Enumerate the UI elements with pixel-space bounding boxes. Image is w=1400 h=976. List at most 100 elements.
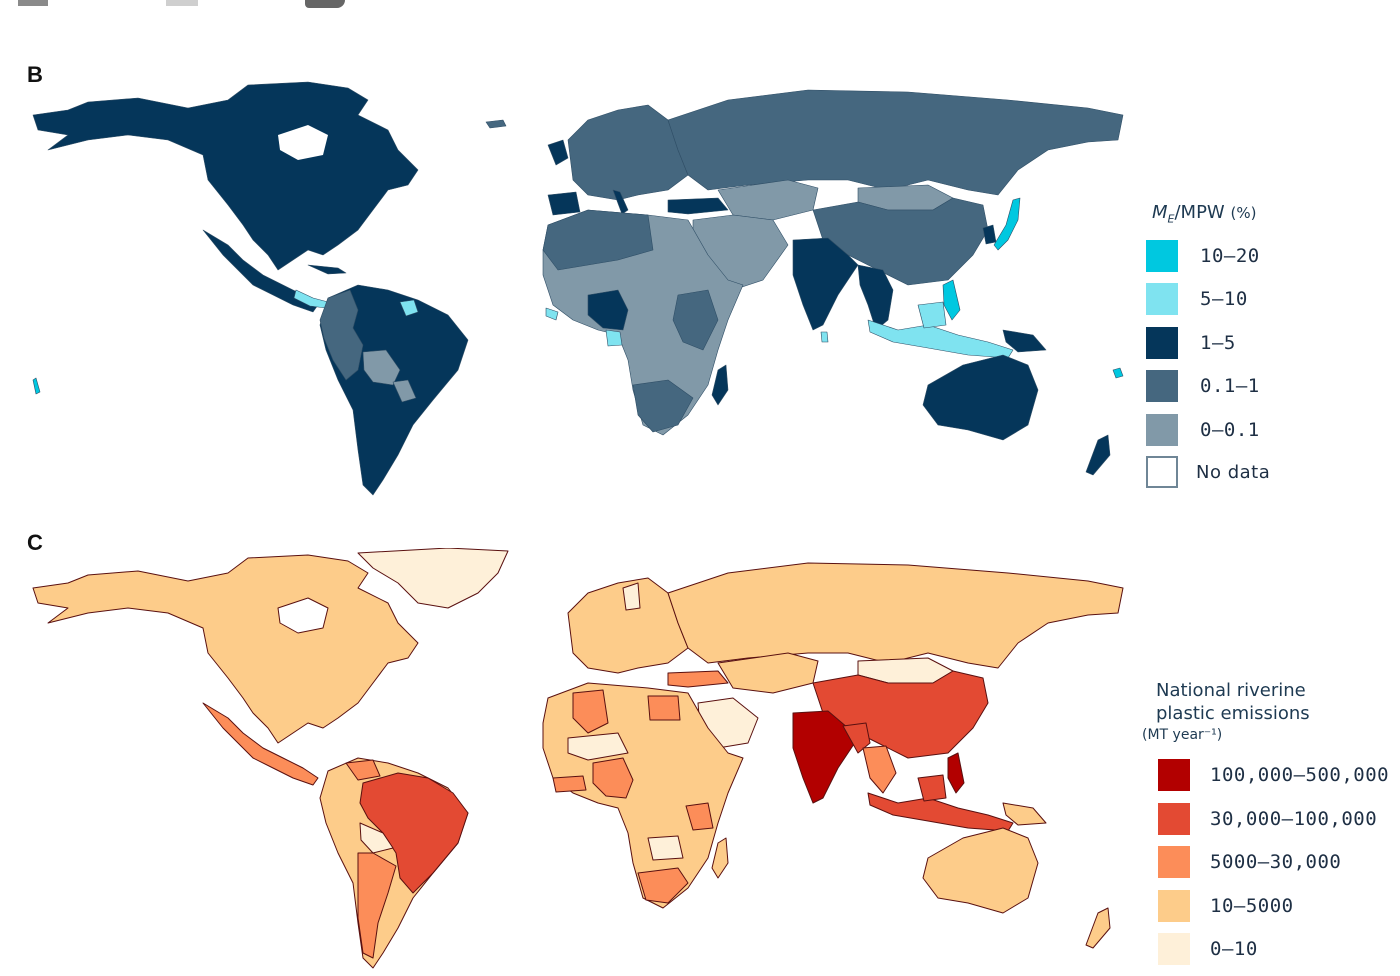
legend-swatch <box>1146 240 1178 272</box>
legend-item-10-20: 10–20 <box>1146 240 1260 272</box>
panel-b-world-map <box>32 81 1124 496</box>
india <box>792 237 859 331</box>
philippines <box>942 279 961 321</box>
legend-item-label: 30,000–100,000 <box>1210 808 1378 830</box>
myanmar-bangladesh <box>842 722 871 754</box>
china <box>812 197 989 286</box>
turkey <box>667 670 729 688</box>
legend-item-5-10: 5–10 <box>1146 283 1248 315</box>
panel-c-legend-title-line1: National riverine <box>1156 680 1306 701</box>
south-africa <box>637 867 689 904</box>
madagascar <box>711 364 729 406</box>
colombia-peru <box>319 289 364 381</box>
venezuela <box>345 759 381 781</box>
liberia <box>545 307 559 321</box>
argentina <box>357 852 397 959</box>
mexico-central-america <box>202 229 319 313</box>
legend-item-label: 5000–30,000 <box>1210 851 1342 873</box>
southern-light <box>647 835 684 861</box>
legend-swatch <box>1158 846 1190 878</box>
sahel-light <box>567 732 629 761</box>
legend-swatch <box>1146 370 1178 402</box>
legend-item-label: 100,000–500,000 <box>1210 764 1390 786</box>
previous-panel-map-fragment <box>305 0 345 8</box>
nigeria <box>587 289 629 331</box>
legend-item-label: 5–10 <box>1200 288 1248 310</box>
legend-item-0.1-1: 0.1–1 <box>1146 370 1260 402</box>
greenland <box>357 548 509 609</box>
panel-c-legend-title-line2: plastic emissions <box>1156 703 1310 724</box>
algeria <box>572 689 609 734</box>
legend-item-100000-500000: 100,000–500,000 <box>1158 759 1389 791</box>
legend-item-label: 1–5 <box>1200 332 1236 354</box>
legend-swatch <box>1146 327 1178 359</box>
legend-swatch <box>1158 803 1190 835</box>
legend-swatch <box>1158 933 1190 965</box>
previous-panel-swatch-1 <box>18 0 48 6</box>
brazil <box>359 772 469 894</box>
legend-item-0-10: 0–10 <box>1158 933 1258 965</box>
north-america <box>32 81 419 271</box>
india <box>792 710 859 804</box>
legend-item-label: 0.1–1 <box>1200 375 1260 397</box>
papua-new-guinea <box>1002 802 1047 826</box>
legend-title-rest: /MPW <box>1174 202 1225 223</box>
suriname <box>399 299 419 317</box>
legend-swatch <box>1146 414 1178 446</box>
new-zealand <box>1085 434 1111 476</box>
uk <box>547 139 569 166</box>
legend-swatch <box>1158 759 1190 791</box>
legend-item-label: No data <box>1196 461 1271 483</box>
legend-item-label: 10–20 <box>1200 245 1260 267</box>
philippines <box>947 752 965 794</box>
north-america <box>32 554 419 744</box>
legend-swatch <box>1158 890 1190 922</box>
legend-title-unit: (%) <box>1230 204 1257 222</box>
paraguay <box>392 379 417 403</box>
borneo <box>917 301 947 329</box>
australia <box>922 827 1039 914</box>
legend-item-10-5000: 10–5000 <box>1158 890 1294 922</box>
west-africa-coast <box>552 775 587 793</box>
panel-c-label: C <box>27 530 43 555</box>
sri-lanka <box>820 331 829 343</box>
turkey <box>667 197 729 215</box>
panel-c-legend-unit: (MT year⁻¹) <box>1142 727 1223 743</box>
legend-item-1-5: 1–5 <box>1146 327 1236 359</box>
legend-item-label: 0–10 <box>1210 938 1258 960</box>
legend-item-no-data: No data <box>1146 456 1270 488</box>
southern-africa <box>632 379 694 433</box>
previous-panel-swatch-2 <box>166 0 198 6</box>
panel-b-legend: ME/MPW (%) 10–20 5–10 1–5 0.1–1 0–0.1 No… <box>1146 200 1396 500</box>
legend-item-30000-100000: 30,000–100,000 <box>1158 803 1377 835</box>
bolivia <box>362 349 401 386</box>
legend-item-5000-30000: 5000–30,000 <box>1158 846 1341 878</box>
panel-c-world-map <box>32 548 1124 969</box>
indonesia <box>867 319 1014 359</box>
tanzania <box>685 802 714 831</box>
gabon-congo <box>605 329 623 347</box>
italy <box>612 189 629 215</box>
borneo <box>917 774 947 802</box>
thailand-vietnam <box>862 745 897 794</box>
panel-b-label: B <box>27 62 43 87</box>
papua-new-guinea <box>1002 329 1047 353</box>
legend-swatch <box>1146 456 1178 488</box>
mexico <box>202 702 319 786</box>
egypt <box>647 695 681 721</box>
panel-b-legend-title: ME/MPW (%) <box>1152 202 1256 226</box>
legend-swatch <box>1146 283 1178 315</box>
east-africa <box>672 289 719 351</box>
russia <box>667 562 1124 669</box>
bolivia <box>359 822 394 854</box>
australia <box>922 354 1039 441</box>
panel-c-legend: National riverine plastic emissions (MT … <box>1140 680 1400 976</box>
korea <box>982 224 997 245</box>
madagascar <box>711 837 729 879</box>
legend-item-0-0.1: 0–0.1 <box>1146 414 1260 446</box>
japan <box>993 197 1021 251</box>
spain <box>547 191 581 216</box>
legend-title-symbol: M <box>1152 202 1168 223</box>
legend-item-label: 10–5000 <box>1210 895 1294 917</box>
legend-title-subscript: E <box>1167 212 1175 226</box>
